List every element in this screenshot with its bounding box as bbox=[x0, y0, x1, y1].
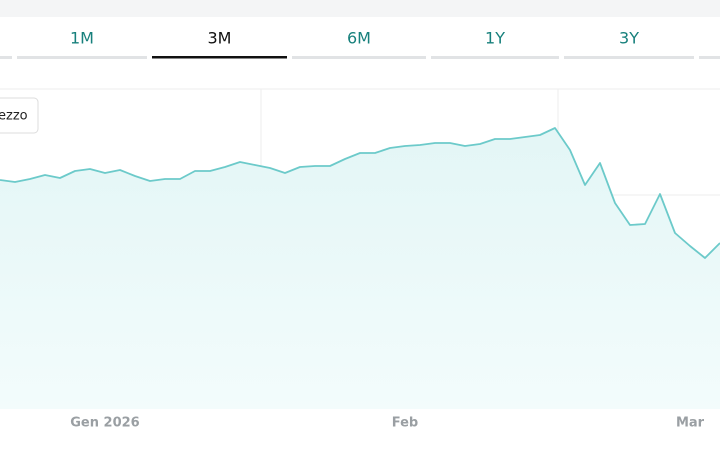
tab[interactable]: 3M bbox=[208, 29, 232, 48]
area-fill bbox=[0, 128, 720, 409]
legend-label[interactable]: ezzo bbox=[0, 109, 28, 124]
tab-underline bbox=[564, 56, 694, 59]
tab-underline bbox=[0, 56, 12, 59]
tab-underline bbox=[17, 56, 147, 59]
chart: Gen 2026 Feb Mar ezzo bbox=[0, 89, 720, 431]
x-tick-label: Gen 2026 bbox=[70, 416, 139, 431]
tab-underline bbox=[699, 56, 720, 59]
tab-underline bbox=[292, 56, 426, 59]
legend-box bbox=[0, 97, 39, 134]
x-tick-label: Feb bbox=[392, 416, 418, 431]
x-tick-label: Mar bbox=[676, 416, 705, 431]
tab[interactable]: 3Y bbox=[619, 29, 639, 48]
tab[interactable]: 1Y bbox=[485, 29, 505, 48]
tab-underline bbox=[431, 56, 559, 59]
tab-bar: 1M 3M 6M 1Y 3Y bbox=[0, 29, 720, 59]
tab[interactable]: 6M bbox=[347, 29, 371, 48]
tab-underline bbox=[152, 56, 287, 59]
tab[interactable]: 1M bbox=[70, 29, 94, 48]
price-line bbox=[0, 127, 720, 259]
top-strip bbox=[0, 0, 720, 17]
